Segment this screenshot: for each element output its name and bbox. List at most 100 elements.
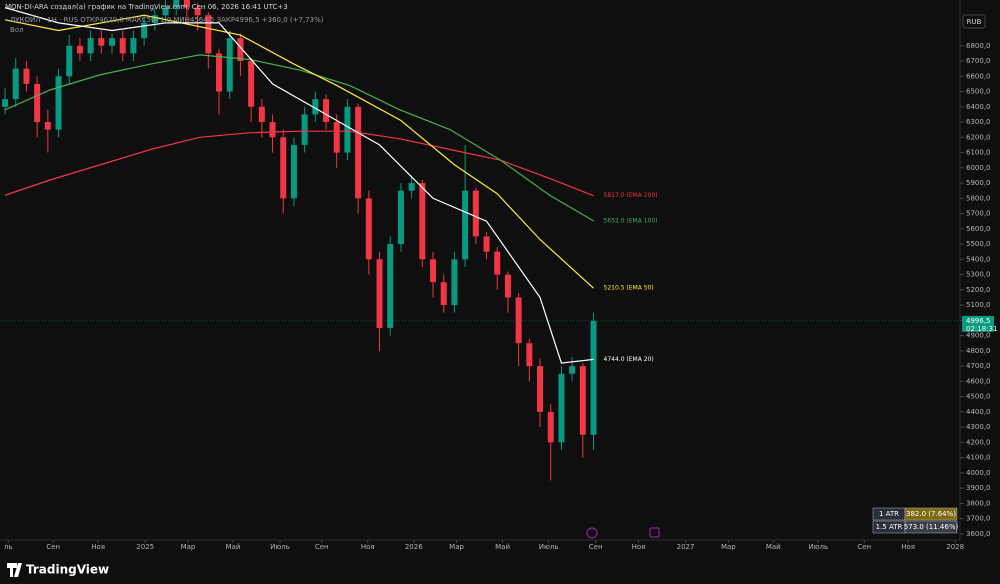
event-icon[interactable] bbox=[649, 527, 660, 538]
candle-body bbox=[472, 190, 479, 237]
x-tick-label: Май bbox=[225, 543, 240, 551]
candle-body bbox=[66, 45, 73, 77]
candle-body bbox=[365, 198, 372, 260]
y-tick-label: 5200,0 bbox=[966, 286, 991, 294]
candle-body bbox=[397, 190, 404, 245]
candle-body bbox=[290, 144, 297, 199]
atr-value-cell bbox=[904, 507, 958, 521]
y-tick-label: 6700,0 bbox=[966, 57, 991, 65]
y-tick-label: 5300,0 bbox=[966, 271, 991, 279]
plot-area bbox=[0, 0, 960, 481]
candle-body bbox=[408, 183, 415, 191]
x-tick-label: Июль bbox=[539, 543, 559, 551]
x-tick-label: 2026 bbox=[405, 543, 423, 551]
candle-body bbox=[87, 38, 94, 54]
x-tick-label: Сен bbox=[315, 543, 329, 551]
ema-label: 5652.0 (EMA 100) bbox=[604, 217, 658, 224]
x-tick-label: Сен bbox=[589, 543, 603, 551]
price-badge bbox=[962, 315, 994, 332]
y-tick-label: 4000,0 bbox=[966, 469, 991, 477]
candle-body bbox=[462, 190, 469, 260]
y-tick-label: 4500,0 bbox=[966, 393, 991, 401]
x-tick-label: Сен bbox=[46, 543, 60, 551]
y-tick-label: 5400,0 bbox=[966, 255, 991, 263]
y-tick-label: 6300,0 bbox=[966, 118, 991, 126]
y-tick-label: 4800,0 bbox=[966, 347, 991, 355]
candle-body bbox=[312, 99, 319, 115]
candle-body bbox=[526, 343, 533, 367]
candle-body bbox=[547, 411, 554, 443]
candle-body bbox=[569, 366, 576, 374]
candle-body bbox=[34, 83, 41, 123]
x-tick-label: ль bbox=[4, 543, 13, 551]
y-tick-label: 5700,0 bbox=[966, 210, 991, 218]
candle-body bbox=[280, 137, 287, 199]
x-tick-label: Мар bbox=[721, 543, 736, 551]
volume-label: Вол bbox=[10, 26, 24, 34]
ema-line bbox=[4, 14, 594, 289]
y-tick-label: 5800,0 bbox=[966, 194, 991, 202]
candle-body bbox=[515, 297, 522, 344]
x-tick-label: Мар bbox=[449, 543, 464, 551]
candle-body bbox=[205, 15, 212, 54]
ema-line bbox=[4, 54, 594, 222]
candle-body bbox=[451, 259, 458, 306]
x-tick-label: Ноя bbox=[361, 543, 375, 551]
candle-body bbox=[387, 244, 394, 328]
candle-body bbox=[183, 0, 190, 8]
logo bbox=[7, 563, 22, 577]
candle-body bbox=[558, 373, 565, 443]
credit: MON-DI-ARA создал(а) график на TradingVi… bbox=[5, 3, 288, 11]
candle-body bbox=[537, 366, 544, 412]
x-tick-label: 2027 bbox=[677, 543, 695, 551]
candle-body bbox=[226, 38, 233, 92]
price-badge-label: 4996,5 bbox=[966, 317, 991, 325]
candle-body bbox=[494, 251, 501, 275]
y-tick-label: 4300,0 bbox=[966, 423, 991, 431]
atr-name: 1.5 ATR bbox=[876, 523, 903, 531]
y-tick-label: 3800,0 bbox=[966, 499, 991, 507]
candle-body bbox=[440, 282, 447, 306]
x-tick-label: Ноя bbox=[632, 543, 646, 551]
candle-body bbox=[55, 76, 62, 130]
y-tick-label: 3600,0 bbox=[966, 530, 991, 538]
candle-body bbox=[430, 259, 437, 283]
x-tick-label: Ноя bbox=[901, 543, 915, 551]
candle-body bbox=[119, 38, 126, 54]
y-tick-label: 6500,0 bbox=[966, 88, 991, 96]
candle-body bbox=[141, 22, 148, 39]
candle-body bbox=[301, 114, 308, 145]
x-tick-label: Май bbox=[495, 543, 510, 551]
axes: 3600,0 3700,0 3800,0 3900,0 4000,0 4100,0 4200… bbox=[4, 42, 998, 551]
y-tick-label: 5900,0 bbox=[966, 179, 991, 187]
currency: RUB bbox=[967, 18, 982, 26]
candle-body bbox=[237, 38, 244, 62]
currency-box[interactable] bbox=[962, 14, 986, 29]
y-tick-label: 6200,0 bbox=[966, 133, 991, 141]
x-tick-label: Мар bbox=[181, 543, 196, 551]
candle-body bbox=[130, 38, 137, 54]
ema-line bbox=[4, 7, 594, 364]
candle-body bbox=[504, 274, 511, 298]
x-tick-label: 2025 bbox=[136, 543, 154, 551]
y-tick-label: 4900,0 bbox=[966, 332, 991, 340]
x-tick-label: Июль bbox=[270, 543, 290, 551]
candle-body bbox=[44, 122, 51, 130]
candle-body bbox=[12, 68, 19, 100]
candle-body bbox=[590, 320, 597, 435]
atr-value: 573.0 (11.46%) bbox=[904, 523, 959, 531]
x-tick-label: Сен bbox=[857, 543, 871, 551]
candle-body bbox=[151, 15, 158, 23]
ema-label: 4744.0 (EMA 20) bbox=[604, 356, 654, 363]
y-tick-label: 6000,0 bbox=[966, 164, 991, 172]
y-tick-label: 4400,0 bbox=[966, 408, 991, 416]
y-tick-label: 4100,0 bbox=[966, 454, 991, 462]
candle-body bbox=[162, 7, 169, 16]
x-tick-label: Июль bbox=[808, 543, 828, 551]
y-tick-label: 6800,0 bbox=[966, 42, 991, 50]
y-tick-label: 5500,0 bbox=[966, 240, 991, 248]
y-tick-label: 3700,0 bbox=[966, 515, 991, 523]
atr-value: 382.0 (7.64%) bbox=[906, 510, 956, 518]
event-icon[interactable] bbox=[586, 527, 598, 539]
candle-body bbox=[258, 106, 265, 123]
